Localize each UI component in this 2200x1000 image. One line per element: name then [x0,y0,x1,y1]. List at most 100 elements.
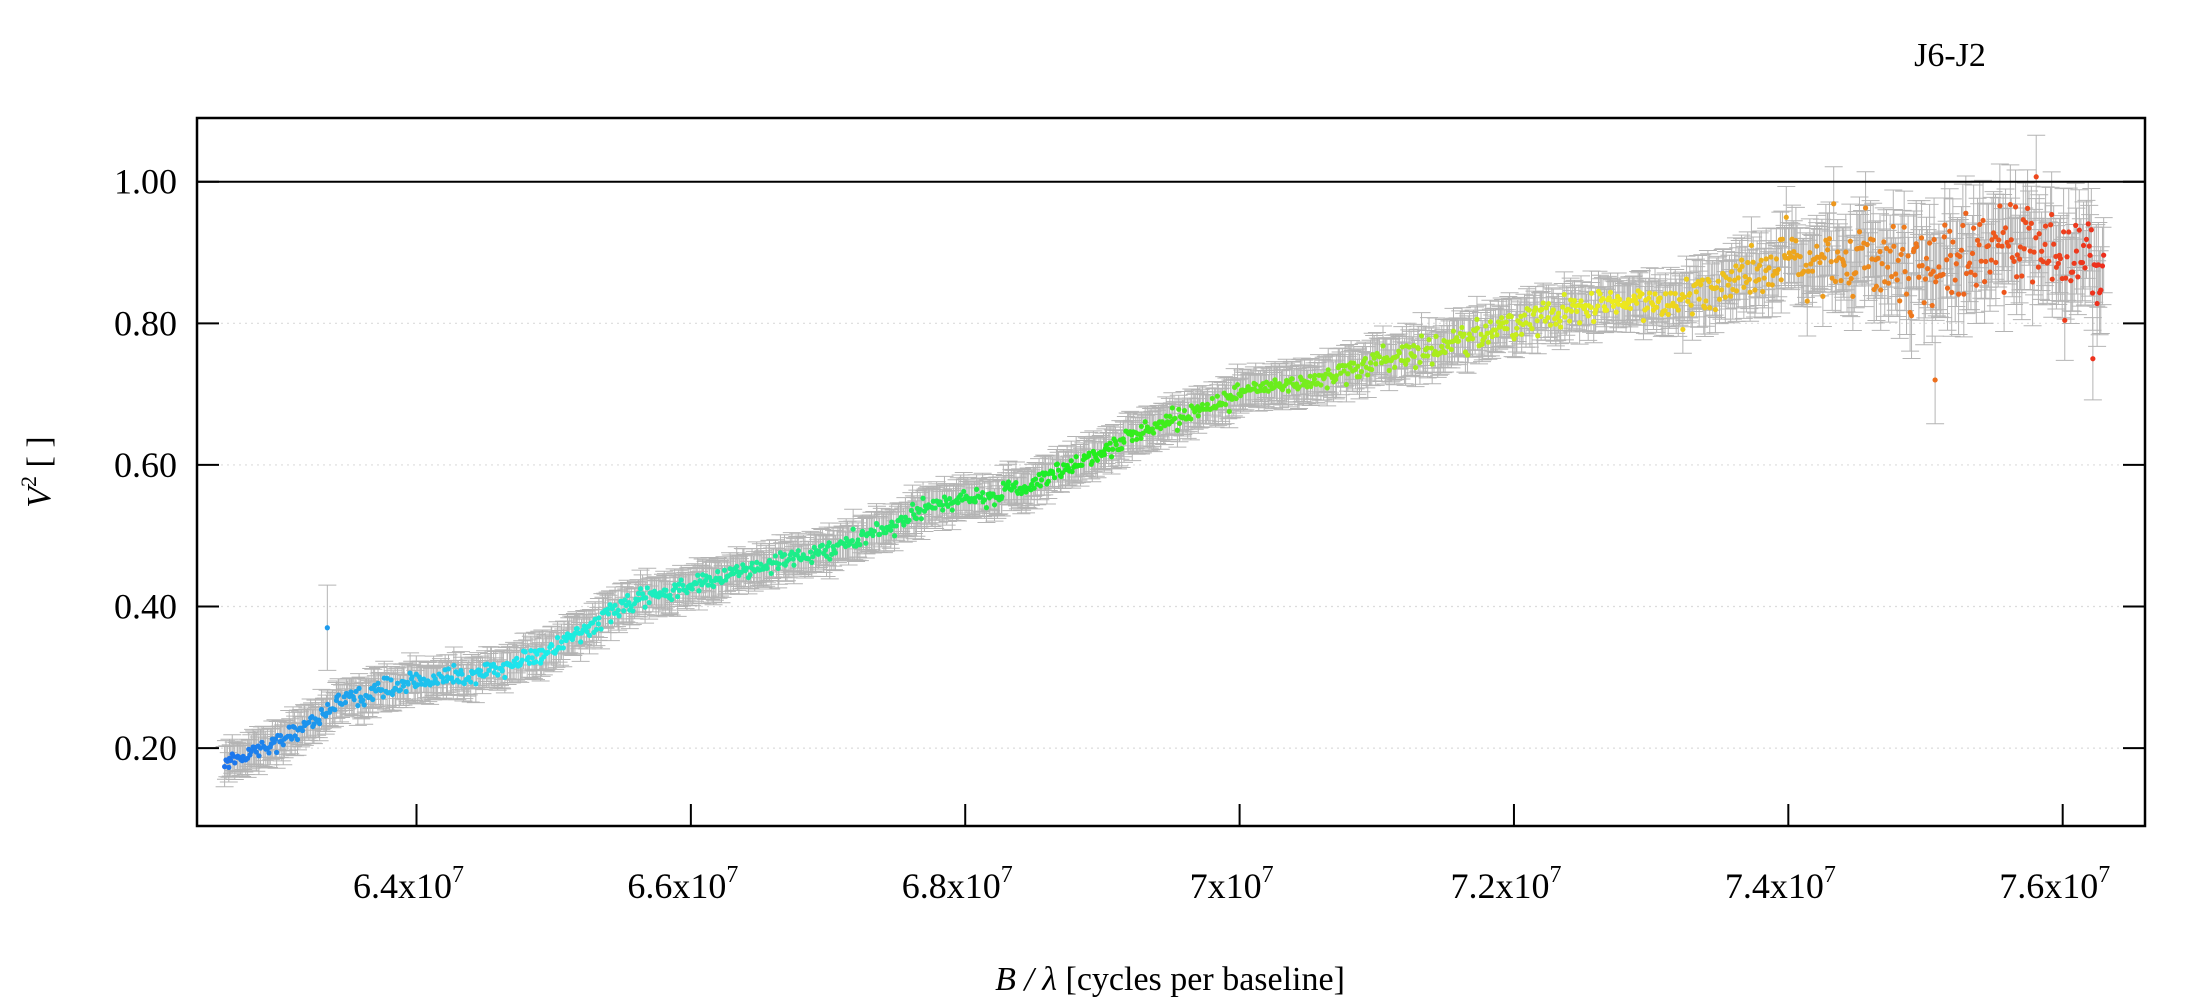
data-point [1018,490,1024,497]
data-point [499,668,505,674]
data-point [1107,440,1113,446]
data-point [1142,419,1148,425]
data-point [400,683,407,689]
data-point [1149,426,1156,432]
data-point [689,586,695,592]
data-point [1138,435,1144,441]
data-point [764,565,770,571]
data-point [871,528,877,534]
data-point [1188,416,1194,422]
data-point [1233,395,1239,402]
data-point [1051,475,1058,481]
data-point [743,565,750,571]
data-point [1176,420,1183,427]
data-point [616,613,622,619]
data-point [877,531,883,537]
data-point [981,497,988,503]
data-point [947,495,953,502]
data-point [795,548,801,554]
data-point [384,675,390,681]
data-point [405,681,411,687]
data-point [672,585,679,591]
data-point [949,507,955,513]
data-point [403,688,409,695]
data-point [1110,446,1116,452]
data-point [1028,481,1035,488]
data-point [342,699,349,706]
data-point [533,659,539,665]
data-point [663,587,669,593]
data-point [898,514,904,520]
data-point [299,727,306,734]
data-point [849,538,855,544]
data-point [693,580,699,587]
data-point [999,493,1005,500]
data-point [434,680,441,686]
data-point [615,607,621,613]
data-point [870,532,876,539]
data-point [370,696,376,703]
data-point [991,502,998,508]
data-point [608,619,614,625]
data-point [696,588,702,594]
data-point [940,507,946,513]
data-point [528,647,534,654]
data-point [1068,458,1074,464]
data-point [356,685,362,691]
data-point [348,689,354,695]
data-point [266,750,272,756]
data-point [913,515,920,522]
data-point [857,542,863,548]
data-point [955,500,961,506]
data-point [380,694,386,700]
data-point [289,736,295,742]
data-point [461,680,467,687]
data-point [607,602,613,608]
data-point [584,629,590,635]
data-point [816,548,822,554]
data-point [554,634,561,641]
data-point [749,560,755,566]
data-points [222,174,2107,770]
data-point [1106,446,1112,453]
data-point [1226,408,1232,415]
data-point [605,611,611,617]
data-point [863,540,869,546]
data-point [572,630,578,637]
data-point [710,583,717,590]
data-point [1045,478,1051,484]
data-point [222,764,228,770]
data-point [549,642,555,649]
data-point [888,527,894,533]
data-point [734,563,740,570]
data-point [974,486,980,492]
data-point [855,537,861,543]
data-point [754,559,760,565]
data-point [596,615,602,621]
data-point [397,687,404,693]
data-point [676,581,682,587]
data-point [586,632,593,638]
data-point [232,760,238,766]
data-point [807,549,814,555]
data-point [918,516,924,522]
data-point [675,594,681,600]
data-point [456,679,462,685]
data-point [622,597,628,603]
data-point [407,670,413,676]
data-point [715,569,721,575]
data-point [730,571,737,577]
data-point [972,499,978,505]
data-point [758,561,764,567]
data-point [534,651,540,657]
data-point [826,540,832,546]
data-point [253,749,259,755]
data-point [361,702,367,708]
data-point [545,649,551,655]
data-point [360,697,366,703]
data-point [621,608,627,614]
data-point [1223,401,1229,408]
data-point [1195,413,1201,419]
data-point [809,559,815,566]
data-point [274,749,280,755]
